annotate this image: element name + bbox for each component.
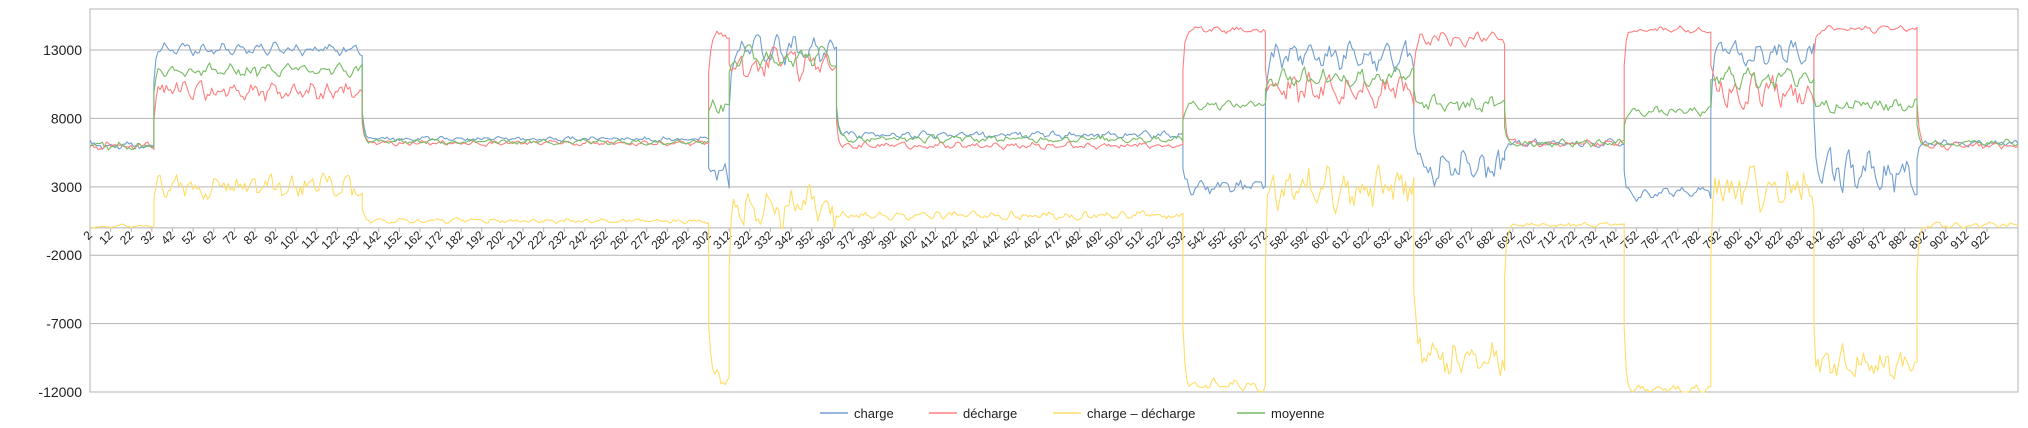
series-line-0 bbox=[89, 34, 2019, 202]
series-lines bbox=[89, 25, 2019, 393]
legend-label: décharge bbox=[963, 406, 1017, 421]
legend-label: charge bbox=[854, 406, 894, 421]
y-tick-label: 3000 bbox=[51, 179, 82, 195]
y-tick-label: 8000 bbox=[51, 110, 82, 126]
y-tick-label: 13000 bbox=[43, 42, 82, 58]
y-tick-label: -12000 bbox=[38, 384, 82, 400]
series-line-3 bbox=[89, 44, 2019, 151]
y-tick-label: -2000 bbox=[46, 247, 82, 263]
plot-area bbox=[89, 8, 2019, 393]
gridlines bbox=[90, 49, 2018, 393]
legend: charge décharge charge – décharge moyenne bbox=[820, 406, 1324, 421]
y-axis-ticks: 13000 8000 3000 -2000 -7000 -12000 bbox=[38, 42, 82, 400]
y-tick-label: -7000 bbox=[46, 316, 82, 332]
series-line-1 bbox=[89, 25, 2019, 151]
legend-label: moyenne bbox=[1271, 406, 1324, 421]
series-line-2 bbox=[89, 164, 2019, 393]
legend-label: charge – décharge bbox=[1087, 406, 1195, 421]
